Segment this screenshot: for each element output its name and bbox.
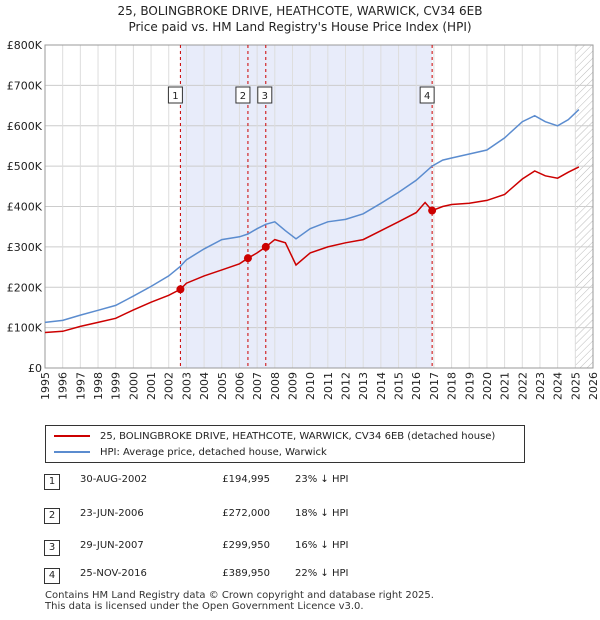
x-tick-label: 2023 [534,372,547,400]
legend-property-label: 25, BOLINGBROKE DRIVE, HEATHCOTE, WARWIC… [100,430,496,442]
legend-hpi-label: HPI: Average price, detached house, Warw… [100,446,327,458]
sale-point [176,285,185,294]
x-tick-label: 2014 [375,372,388,400]
sale-price: £194,995 [222,474,270,485]
sale-marker-box [167,86,183,104]
sale-date: 23-JUN-2006 [80,508,144,519]
hpi-line [44,109,580,324]
y-tick-label: £300K [7,241,43,254]
x-tick-label: 2012 [340,372,353,400]
sale-hpi-diff: 16% ↓ HPI [295,540,349,551]
sale-point [261,242,270,251]
x-tick-label: 2017 [428,372,441,400]
x-tick-label: 2020 [481,372,494,400]
sale-number-badge: 4 [44,568,60,584]
x-tick-label: 2000 [127,372,140,400]
x-tick-label: 1996 [57,372,70,400]
sale-price: £299,950 [222,540,270,551]
y-tick-label: £0 [28,362,42,375]
chart-subtitle: Price paid vs. HM Land Registry's House … [128,20,472,34]
x-tick-label: 2021 [499,372,512,400]
y-tick-label: £700K [7,79,43,92]
sale-date: 25-NOV-2016 [80,568,147,579]
chart-title: 25, BOLINGBROKE DRIVE, HEATHCOTE, WARWIC… [117,4,483,18]
legend-item-property: 25, BOLINGBROKE DRIVE, HEATHCOTE, WARWIC… [54,429,495,443]
x-tick-label: 2001 [145,372,158,400]
sale-point [243,254,252,263]
property-price-line [44,166,580,334]
x-tick-label: 2006 [233,372,246,400]
x-tick-label: 2013 [357,372,370,400]
x-tick-label: 2002 [163,372,176,400]
legend-property-line [54,435,90,437]
x-tick-label: 2026 [587,372,600,400]
sale-marker-number: 1 [172,91,178,102]
price-chart: £0 £100K £200K £300K £400K £500K £600K £700K £80… [7,39,600,400]
x-tick-label: 2022 [516,372,529,400]
x-tick-label: 2019 [463,372,476,400]
y-tick-label: £200K [7,281,43,294]
x-tick-label: 2005 [216,372,229,400]
y-tick-label: £500K [7,160,43,173]
sale-number-badge: 1 [44,474,60,490]
sale-hpi-diff: 23% ↓ HPI [295,474,349,485]
sale-marker-box [419,86,435,104]
y-tick-label: £800K [7,39,43,52]
x-tick-label: 1997 [74,372,87,400]
legend: 25, BOLINGBROKE DRIVE, HEATHCOTE, WARWIC… [45,425,525,463]
sale-number-badge: 3 [44,540,60,556]
sale-date: 29-JUN-2007 [80,540,144,551]
x-tick-label: 2009 [286,372,299,400]
table-row: 4 25-NOV-2016 £389,950 22% ↓ HPI [0,568,600,590]
table-row: 1 30-AUG-2002 £194,995 23% ↓ HPI [0,474,600,496]
sale-hpi-diff: 18% ↓ HPI [295,508,349,519]
sale-marker-number: 3 [262,91,268,102]
sale-marker-number: 2 [240,91,246,102]
x-tick-label: 1998 [92,372,105,400]
legend-item-hpi: HPI: Average price, detached house, Warw… [54,445,327,459]
table-row: 3 29-JUN-2007 £299,950 16% ↓ HPI [0,540,600,562]
sale-price: £272,000 [222,508,270,519]
footer-licence: This data is licensed under the Open Gov… [45,601,364,612]
plot-frame [44,44,594,369]
sale-point [428,206,437,215]
y-tick-label: £400K [7,201,43,214]
sale-date: 30-AUG-2002 [80,474,148,485]
x-tick-label: 2024 [552,372,565,400]
table-row: 2 23-JUN-2006 £272,000 18% ↓ HPI [0,508,600,530]
x-tick-label: 2011 [322,372,335,400]
x-tick-label: 2008 [269,372,282,400]
x-tick-label: 2003 [180,372,193,400]
x-tick-label: 2016 [410,372,423,400]
x-tick-label: 2004 [198,372,211,400]
x-tick-label: 2007 [251,372,264,400]
x-tick-label: 1995 [39,372,52,400]
legend-hpi-line [54,451,90,453]
x-tick-label: 2010 [304,372,317,400]
x-tick-label: 2025 [569,372,582,400]
y-tick-label: £600K [7,120,43,133]
x-tick-label: 2015 [393,372,406,400]
sale-marker-box [235,86,251,104]
y-tick-label: £100K [7,322,43,335]
sale-hpi-diff: 22% ↓ HPI [295,568,349,579]
sale-marker-number: 4 [424,91,430,102]
footer-copyright: Contains HM Land Registry data © Crown c… [45,590,434,601]
x-tick-label: 2018 [446,372,459,400]
x-tick-label: 1999 [110,372,123,400]
sale-price: £389,950 [222,568,270,579]
sale-number-badge: 2 [44,508,60,524]
sale-marker-box [257,86,273,104]
